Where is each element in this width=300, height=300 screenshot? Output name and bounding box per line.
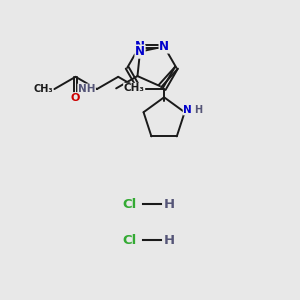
- Text: N: N: [135, 45, 145, 58]
- Text: CH₃: CH₃: [33, 84, 53, 94]
- Text: Cl: Cl: [122, 197, 136, 211]
- Text: H: H: [194, 105, 202, 115]
- Text: N: N: [183, 105, 192, 115]
- Text: H: H: [164, 233, 175, 247]
- Text: CH₃: CH₃: [124, 83, 145, 93]
- Text: Cl: Cl: [122, 233, 136, 247]
- Text: N: N: [134, 40, 145, 53]
- Text: H: H: [164, 197, 175, 211]
- Text: O: O: [71, 93, 80, 103]
- Text: N: N: [159, 40, 169, 53]
- Text: NH: NH: [78, 84, 95, 94]
